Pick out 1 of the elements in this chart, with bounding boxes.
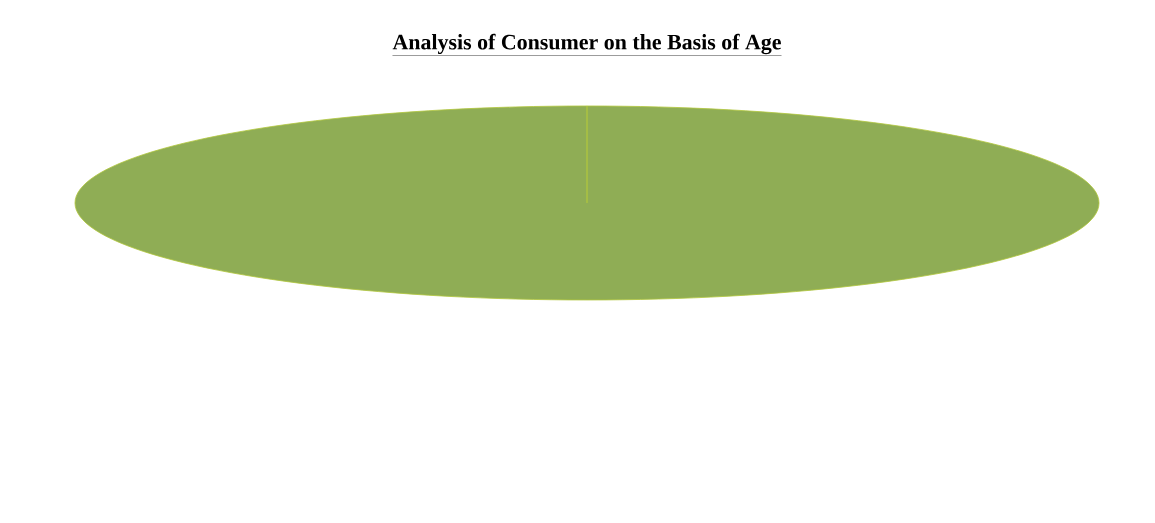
chart-title: Analysis of Consumer on the Basis of Age bbox=[392, 33, 781, 55]
